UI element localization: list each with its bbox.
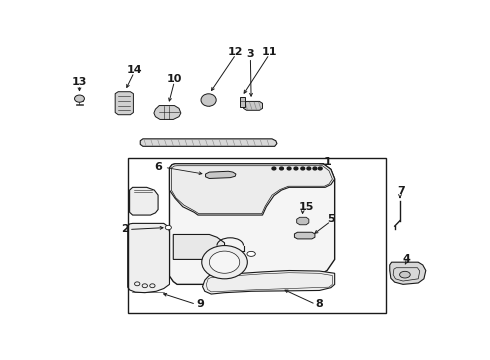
Text: 10: 10 <box>167 74 182 84</box>
Text: 11: 11 <box>262 46 277 57</box>
Text: 9: 9 <box>196 299 204 309</box>
Text: 3: 3 <box>246 49 254 59</box>
Polygon shape <box>206 171 236 179</box>
Polygon shape <box>297 217 309 225</box>
Circle shape <box>280 167 283 170</box>
Circle shape <box>272 167 276 170</box>
Text: 4: 4 <box>403 254 411 264</box>
Ellipse shape <box>247 251 255 256</box>
Circle shape <box>307 167 311 170</box>
Polygon shape <box>140 139 277 146</box>
Polygon shape <box>129 187 158 215</box>
Circle shape <box>313 167 317 170</box>
Text: 8: 8 <box>316 299 323 309</box>
Circle shape <box>202 246 247 279</box>
Polygon shape <box>294 232 315 239</box>
Circle shape <box>301 167 305 170</box>
Text: 2: 2 <box>121 225 129 234</box>
Polygon shape <box>115 92 133 115</box>
Circle shape <box>74 95 84 102</box>
Text: 7: 7 <box>397 186 405 196</box>
Bar <box>128 158 386 314</box>
Text: 13: 13 <box>72 77 87 87</box>
Text: 15: 15 <box>299 202 314 212</box>
Text: 6: 6 <box>154 162 162 172</box>
Polygon shape <box>240 97 245 107</box>
Polygon shape <box>173 234 224 260</box>
Circle shape <box>318 167 322 170</box>
Polygon shape <box>202 270 335 294</box>
Polygon shape <box>128 223 170 293</box>
Ellipse shape <box>400 271 410 278</box>
Text: 1: 1 <box>323 157 331 167</box>
Ellipse shape <box>201 94 216 106</box>
Text: 12: 12 <box>228 46 244 57</box>
Polygon shape <box>170 164 335 284</box>
Circle shape <box>165 225 172 230</box>
Text: 5: 5 <box>327 214 335 224</box>
Circle shape <box>287 167 291 170</box>
Polygon shape <box>154 105 181 120</box>
Polygon shape <box>390 262 426 284</box>
Polygon shape <box>244 102 263 110</box>
Circle shape <box>209 251 240 273</box>
Circle shape <box>294 167 298 170</box>
Text: 14: 14 <box>126 64 142 75</box>
Polygon shape <box>170 164 335 215</box>
